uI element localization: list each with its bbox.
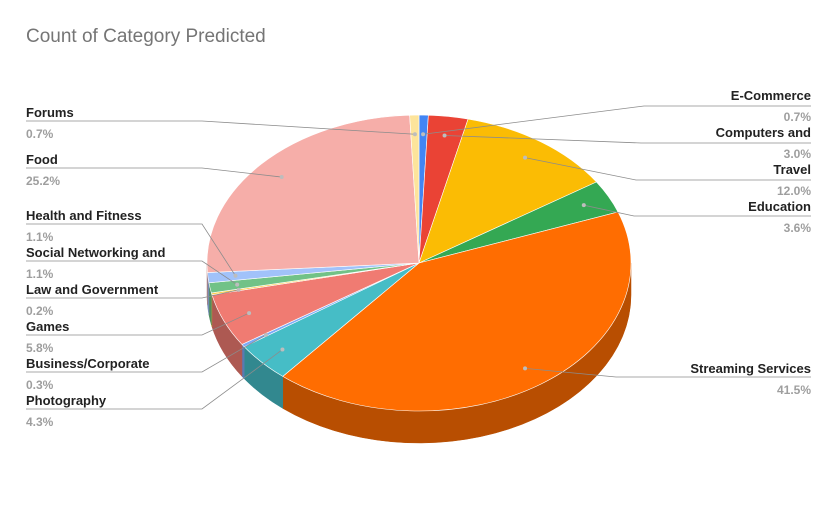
chart-title: Count of Category Predicted — [26, 26, 266, 47]
slice-pct-9: 1.1% — [26, 267, 54, 281]
slice-pct-6: 0.3% — [26, 378, 54, 392]
slice-label-5: Photography — [26, 393, 107, 408]
slice-label-12: Forums — [26, 105, 74, 120]
slice-label-11: Food — [26, 152, 58, 167]
leader-dot-5 — [280, 347, 285, 352]
slice-pct-3: 3.6% — [784, 221, 812, 235]
pie-top — [206, 114, 632, 412]
slice-label-3: Education — [748, 199, 811, 214]
slice-pct-11: 25.2% — [26, 174, 60, 188]
leader-dot-9 — [235, 282, 240, 287]
pie-slice-2 — [418, 118, 597, 264]
leader-line-4 — [525, 367, 811, 378]
leader-dot-0 — [421, 132, 426, 137]
slice-pct-2: 12.0% — [777, 184, 811, 198]
leader-dot-12 — [412, 132, 417, 137]
slice-label-7: Games — [26, 319, 69, 334]
leader-line-8 — [26, 289, 239, 299]
slice-label-6: Business/Corporate — [26, 356, 150, 371]
slice-label-0: E-Commerce — [731, 88, 811, 103]
slice-label-10: Health and Fitness — [26, 208, 142, 223]
pie-side-6 — [241, 343, 245, 380]
leader-dot-8 — [236, 287, 241, 292]
slice-label-1: Computers and — [716, 125, 811, 140]
leader-dot-6 — [263, 332, 268, 337]
slice-pct-4: 41.5% — [777, 383, 811, 397]
slice-pct-12: 0.7% — [26, 127, 54, 141]
slice-label-9: Social Networking and — [26, 245, 165, 260]
slice-pct-0: 0.7% — [784, 110, 812, 124]
leader-line-0 — [423, 105, 811, 135]
leader-line-2 — [524, 157, 811, 181]
pie-slice-4 — [282, 211, 632, 412]
leader-dot-7 — [247, 311, 252, 316]
leader-line-5 — [26, 349, 283, 410]
slice-pct-1: 3.0% — [784, 147, 812, 161]
pie-slice-12 — [409, 114, 420, 264]
pie-slice-11 — [206, 114, 420, 273]
leader-dot-2 — [523, 155, 528, 160]
slice-pct-5: 4.3% — [26, 415, 54, 429]
leader-line-1 — [444, 135, 811, 144]
slice-pct-10: 1.1% — [26, 230, 54, 244]
slice-label-8: Law and Government — [26, 282, 159, 297]
slice-pct-8: 0.2% — [26, 304, 54, 318]
leader-line-7 — [26, 312, 250, 336]
leader-line-12 — [26, 120, 415, 135]
leader-dot-4 — [523, 366, 528, 371]
leader-line-6 — [26, 334, 267, 373]
leader-line-10 — [26, 223, 236, 277]
pie-side-walls — [206, 262, 632, 444]
leader-dot-1 — [442, 133, 447, 138]
slice-label-4: Streaming Services — [690, 361, 811, 376]
leader-dot-10 — [233, 273, 238, 278]
leader-line-11 — [26, 167, 282, 178]
leader-dot-11 — [279, 175, 284, 180]
leader-line-3 — [583, 204, 811, 217]
slice-pct-7: 5.8% — [26, 341, 54, 355]
slice-label-2: Travel — [773, 162, 811, 177]
leader-dot-3 — [581, 203, 586, 208]
leader-line-9 — [26, 260, 238, 285]
